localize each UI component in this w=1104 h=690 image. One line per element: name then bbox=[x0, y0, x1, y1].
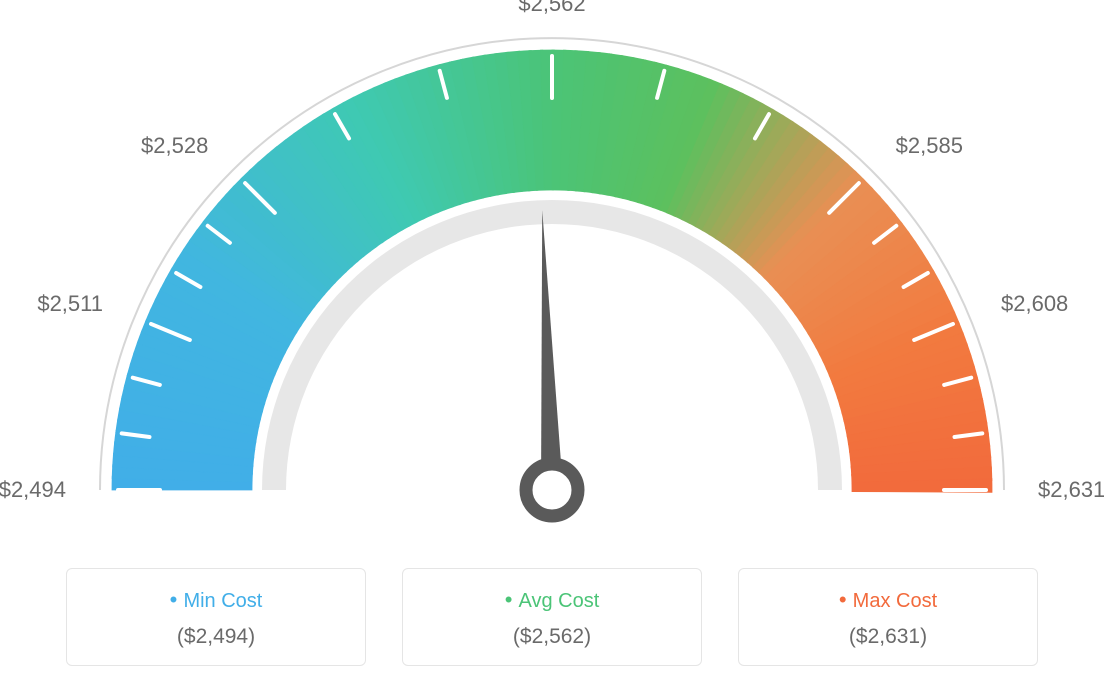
gauge-tick-label: $2,511 bbox=[37, 291, 103, 317]
gauge-chart: $2,494 $2,511 $2,528 $2,562 $2,585 $2,608 $2,6… bbox=[0, 0, 1104, 540]
legend-value-avg: ($2,562) bbox=[403, 625, 701, 649]
legend-title-avg: Avg Cost bbox=[403, 587, 701, 613]
legend-title-min: Min Cost bbox=[67, 587, 365, 613]
gauge-tick-label: $2,585 bbox=[896, 133, 963, 159]
legend-value-min: ($2,494) bbox=[67, 625, 365, 649]
gauge-tick-label: $2,562 bbox=[518, 0, 585, 17]
legend-card-avg: Avg Cost ($2,562) bbox=[402, 568, 702, 666]
legend-card-max: Max Cost ($2,631) bbox=[738, 568, 1038, 666]
legend-title-max: Max Cost bbox=[739, 587, 1037, 613]
legend-value-max: ($2,631) bbox=[739, 625, 1037, 649]
gauge-tick-label: $2,631 bbox=[1038, 477, 1104, 503]
legend-card-min: Min Cost ($2,494) bbox=[66, 568, 366, 666]
legend-row: Min Cost ($2,494) Avg Cost ($2,562) Max … bbox=[0, 568, 1104, 666]
gauge-tick-label: $2,608 bbox=[1001, 291, 1068, 317]
gauge-tick-label: $2,494 bbox=[0, 477, 66, 503]
gauge-tick-label: $2,528 bbox=[141, 133, 208, 159]
cost-gauge-widget: $2,494 $2,511 $2,528 $2,562 $2,585 $2,608 $2,6… bbox=[0, 0, 1104, 690]
